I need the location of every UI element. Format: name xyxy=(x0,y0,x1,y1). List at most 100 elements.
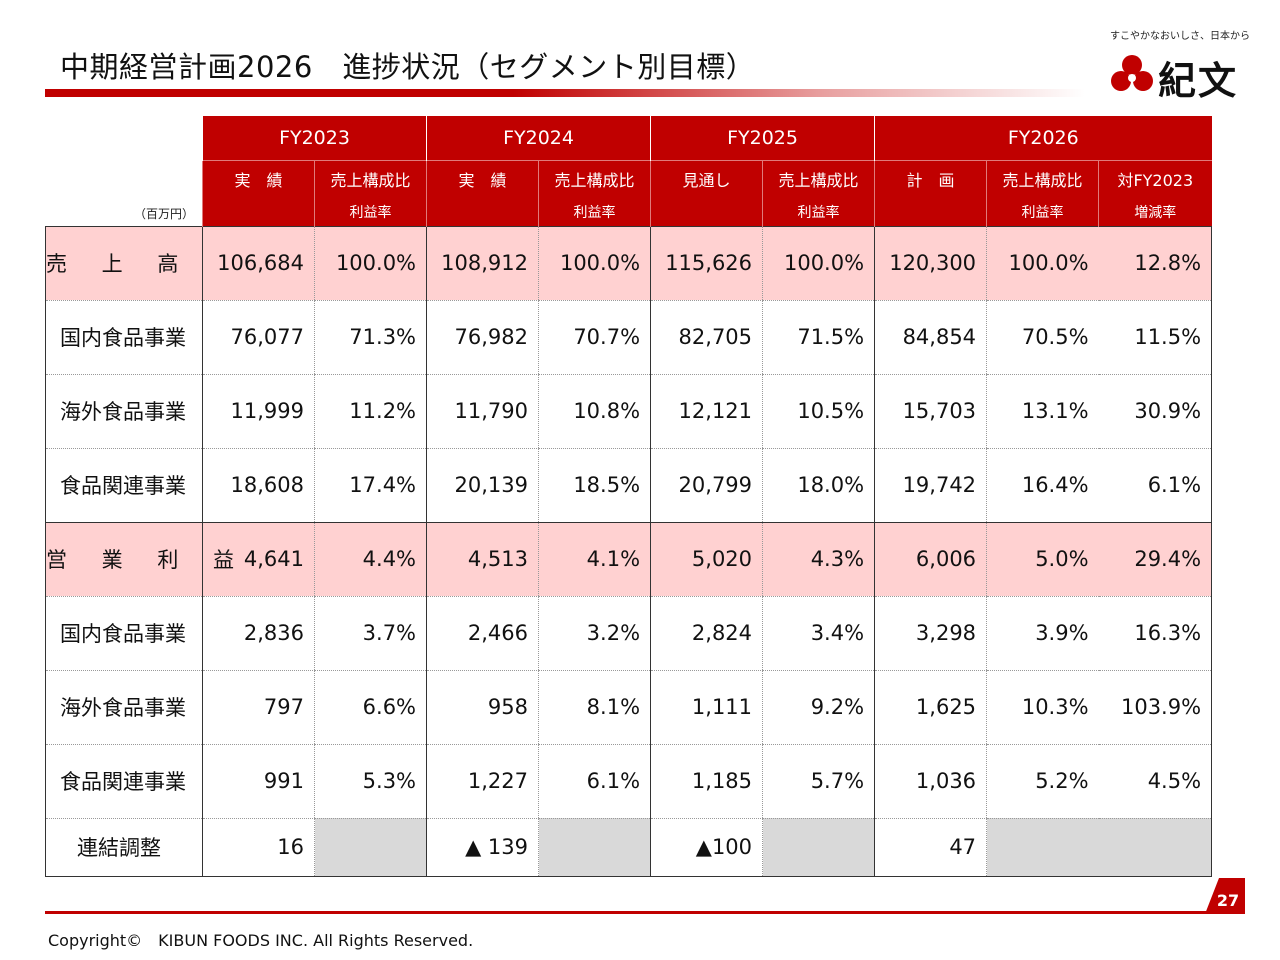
column-header: 計 画 xyxy=(874,159,987,198)
table-cell: 70.7% xyxy=(538,300,652,375)
footer-divider xyxy=(45,911,1210,914)
table-cell: 47 xyxy=(874,818,987,877)
table-cell: 5,020 xyxy=(650,521,763,597)
table-cell: 120,300 xyxy=(874,225,987,301)
table-cell: 3.9% xyxy=(986,596,1099,671)
table-cell xyxy=(762,818,876,877)
page-number: 27 xyxy=(1216,891,1240,910)
table-cell: 4,641 xyxy=(202,521,315,597)
table-cell: 2,466 xyxy=(426,596,539,671)
table-row: 食品関連事業 991 5.3% 1,227 6.1% 1,185 5.7% 1,036 5.2%… xyxy=(45,744,1213,819)
table-cell: 3.7% xyxy=(313,596,428,671)
title-underline xyxy=(45,89,1085,97)
table-cell: 10.8% xyxy=(538,374,652,449)
column-header: 見通し xyxy=(650,159,763,198)
column-header: 実 績 xyxy=(426,159,539,198)
table-cell: 12,121 xyxy=(650,374,763,449)
table-cell: 18.0% xyxy=(762,448,876,523)
table-cell: 6.6% xyxy=(313,670,428,745)
table-cell: 991 xyxy=(202,744,315,819)
segment-target-table: FY2023 FY2024 FY2025 FY2026 実 績 売上構成比 実 … xyxy=(45,116,1213,877)
column-header: 利益率 xyxy=(313,198,427,226)
column-header: 利益率 xyxy=(538,198,651,226)
year-header: FY2026 xyxy=(874,116,1212,160)
table-cell xyxy=(1098,818,1213,877)
year-header: FY2025 xyxy=(650,116,875,160)
table-cell: 82,705 xyxy=(650,300,763,375)
table-cell: 2,824 xyxy=(650,596,763,671)
table-cell: 19,742 xyxy=(874,448,987,523)
table-cell: 5.2% xyxy=(986,744,1099,819)
table-cell: 71.3% xyxy=(313,300,428,375)
table-cell: 20,799 xyxy=(650,448,763,523)
table-cell: 10.3% xyxy=(986,670,1099,745)
row-label: 連結調整 xyxy=(45,818,203,877)
table-cell: 6.1% xyxy=(538,744,652,819)
table-cell: 4.1% xyxy=(538,521,652,597)
table-cell: 12.8% xyxy=(1098,225,1213,301)
table-cell: 100.0% xyxy=(986,225,1099,301)
table-cell: 958 xyxy=(426,670,539,745)
table-cell: 4.3% xyxy=(762,521,876,597)
table-cell: 11,999 xyxy=(202,374,315,449)
table-cell: 84,854 xyxy=(874,300,987,375)
table-cell: 18,608 xyxy=(202,448,315,523)
table-cell: 8.1% xyxy=(538,670,652,745)
table-row: 国内食品事業 2,836 3.7% 2,466 3.2% 2,824 3.4% 3,298 3.… xyxy=(45,596,1213,671)
year-header: FY2023 xyxy=(201,116,427,160)
table-cell: 115,626 xyxy=(650,225,763,301)
table-cell xyxy=(538,818,652,877)
corner-blank xyxy=(45,116,203,160)
table-cell: 15,703 xyxy=(874,374,987,449)
table-cell xyxy=(313,818,428,877)
page-title: 中期経営計画2026 進捗状況（セグメント別目標） xyxy=(60,50,756,84)
table-cell: 16 xyxy=(202,818,315,877)
table-cell: 3.4% xyxy=(762,596,876,671)
table-cell: 4.5% xyxy=(1098,744,1213,819)
logo-flower-icon xyxy=(1111,55,1153,91)
subheader2-row: （百万円） 利益率 利益率 利益率 利益率 増減率 xyxy=(45,198,1212,226)
row-label: 国内食品事業 xyxy=(45,300,203,375)
unit-label: （百万円） xyxy=(45,198,203,226)
column-header: 実 績 xyxy=(202,159,315,198)
table-cell: 76,982 xyxy=(426,300,539,375)
column-header: 売上構成比 xyxy=(313,159,427,198)
table-cell: ▲ 139 xyxy=(426,818,539,877)
table-cell: 6,006 xyxy=(874,521,987,597)
table-cell: 4.4% xyxy=(313,521,428,597)
row-label: 営 業 利 益 xyxy=(45,521,234,597)
table-row: 国内食品事業 76,077 71.3% 76,982 70.7% 82,705 71.5% 8… xyxy=(45,300,1213,375)
column-header: 売上構成比 xyxy=(762,159,875,198)
subheader-row: 実 績 売上構成比 実 績 売上構成比 見通し 売上構成比 計 画 売上構成比 … xyxy=(45,159,1212,198)
table-body: 売 上 高 106,684 100.0% 108,912 100.0% 115,626 10… xyxy=(45,225,1213,877)
table-cell: 1,227 xyxy=(426,744,539,819)
table-cell: 13.1% xyxy=(986,374,1099,449)
row-label: 売 上 高 xyxy=(45,225,203,301)
table-cell: 3,298 xyxy=(874,596,987,671)
table-cell: 70.5% xyxy=(986,300,1099,375)
table-row: 海外食品事業 11,999 11.2% 11,790 10.8% 12,121 10.5% 1… xyxy=(45,374,1213,449)
table-row: 営 業 利 益 4,641 4.4% 4,513 4.1% 5,020 4.3% 6,006 5… xyxy=(45,521,1213,597)
year-header-row: FY2023 FY2024 FY2025 FY2026 xyxy=(45,116,1212,160)
table-cell: 11,790 xyxy=(426,374,539,449)
page-number-tab xyxy=(1205,878,1245,914)
table-cell: 100.0% xyxy=(313,225,428,301)
table-cell: 71.5% xyxy=(762,300,876,375)
table-cell: 1,036 xyxy=(874,744,987,819)
row-label: 食品関連事業 xyxy=(45,744,203,819)
table-cell: ▲100 xyxy=(650,818,763,877)
table-cell: 5.7% xyxy=(762,744,876,819)
table-cell: 1,111 xyxy=(650,670,763,745)
column-header: 売上構成比 xyxy=(986,159,1099,198)
table-cell: 17.4% xyxy=(313,448,428,523)
row-label: 海外食品事業 xyxy=(45,374,203,449)
table-cell: 4,513 xyxy=(426,521,539,597)
column-header: 対FY2023 xyxy=(1098,159,1212,198)
table-cell xyxy=(986,818,1099,877)
brand-tagline: すこやかなおいしさ、日本から xyxy=(1110,31,1250,42)
table-row: 連結調整 16 ▲ 139 ▲100 47 xyxy=(45,818,1213,877)
table-row: 海外食品事業 797 6.6% 958 8.1% 1,111 9.2% 1,625 10.3% 1… xyxy=(45,670,1213,745)
table-cell: 76,077 xyxy=(202,300,315,375)
table-cell: 5.0% xyxy=(986,521,1099,597)
table-cell: 10.5% xyxy=(762,374,876,449)
